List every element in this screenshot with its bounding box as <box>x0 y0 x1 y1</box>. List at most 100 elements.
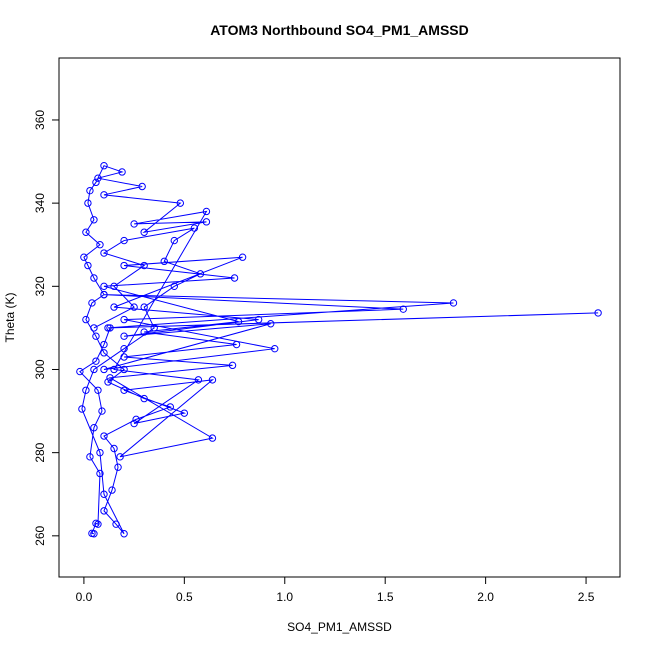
point <box>267 320 275 328</box>
point <box>194 376 203 384</box>
point <box>106 374 114 382</box>
point <box>86 186 94 195</box>
point <box>98 407 106 415</box>
point <box>271 344 279 353</box>
point <box>449 299 458 307</box>
point <box>110 303 118 311</box>
point <box>140 328 148 336</box>
point <box>130 303 138 311</box>
point <box>110 365 118 374</box>
point <box>82 315 90 324</box>
point <box>118 168 126 176</box>
point <box>94 386 102 394</box>
point <box>78 405 86 413</box>
point <box>399 305 407 313</box>
point <box>100 432 108 440</box>
point <box>190 224 199 232</box>
point <box>150 324 158 332</box>
y-tick-label: 260 <box>33 525 47 545</box>
plot-frame <box>58 57 621 578</box>
point <box>92 357 100 365</box>
point <box>94 174 102 182</box>
point <box>92 332 100 340</box>
point <box>594 309 602 317</box>
y-tick-label: 300 <box>33 359 47 379</box>
point <box>106 324 114 332</box>
point <box>130 220 138 228</box>
point <box>90 274 98 282</box>
point <box>166 403 174 411</box>
point <box>208 434 217 442</box>
point <box>130 419 138 428</box>
x-tick-label: 1.0 <box>276 590 293 604</box>
point <box>208 376 217 384</box>
x-tick-label: 2.0 <box>477 590 494 604</box>
point <box>96 241 104 249</box>
point <box>100 490 108 498</box>
point <box>138 182 146 191</box>
point <box>120 261 128 270</box>
point <box>160 257 168 266</box>
point <box>234 317 243 326</box>
point <box>104 324 112 332</box>
point <box>110 444 118 453</box>
point <box>254 315 263 324</box>
point <box>108 486 116 494</box>
point <box>120 353 128 361</box>
point <box>90 365 98 374</box>
point <box>100 507 108 515</box>
point <box>84 199 92 207</box>
point <box>120 386 128 394</box>
point <box>140 303 148 311</box>
point <box>140 261 148 270</box>
point <box>92 178 100 187</box>
point <box>114 463 122 471</box>
y-tick-label: 320 <box>33 276 47 296</box>
point <box>120 236 128 245</box>
point <box>120 344 128 353</box>
point <box>96 448 104 457</box>
x-tick-label: 0.5 <box>176 590 193 604</box>
y-tick-label: 340 <box>33 193 47 213</box>
point <box>120 315 128 324</box>
point <box>120 332 128 340</box>
point <box>140 394 148 403</box>
point <box>132 415 140 424</box>
point <box>170 236 178 245</box>
point <box>140 228 148 236</box>
point <box>196 270 205 278</box>
point <box>238 253 247 261</box>
point <box>116 453 124 461</box>
chart-title: ATOM3 Northbound SO4_PM1_AMSSD <box>210 22 469 38</box>
y-axis-label: Theta (K) <box>3 292 17 342</box>
x-tick-label: 2.5 <box>578 590 595 604</box>
point <box>202 207 211 216</box>
series-line <box>79 165 599 535</box>
x-tick-label: 1.5 <box>377 590 394 604</box>
point <box>86 453 94 461</box>
point <box>80 253 88 261</box>
point <box>100 365 108 374</box>
point <box>230 274 239 282</box>
point <box>112 520 120 528</box>
point <box>96 469 104 478</box>
point <box>88 299 96 307</box>
point <box>90 424 98 432</box>
point <box>84 261 92 270</box>
y-tick-label: 280 <box>33 442 47 462</box>
point <box>180 409 189 417</box>
point <box>100 282 108 291</box>
point <box>120 365 128 374</box>
point <box>120 530 128 538</box>
point <box>110 282 118 291</box>
point <box>82 386 90 394</box>
x-tick-label: 0.0 <box>76 590 93 604</box>
point <box>100 340 108 349</box>
point <box>202 218 211 226</box>
point <box>76 367 84 376</box>
point <box>232 340 241 349</box>
point <box>88 529 96 538</box>
point <box>100 191 108 199</box>
point <box>100 162 108 170</box>
